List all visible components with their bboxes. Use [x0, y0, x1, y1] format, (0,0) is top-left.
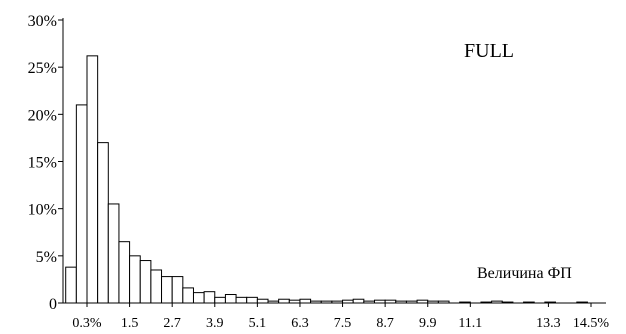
- legend-label: FULL: [464, 40, 514, 62]
- histogram-bar: [246, 296, 258, 304]
- histogram-bar: [235, 296, 248, 304]
- y-tick-label: 15%: [28, 155, 57, 172]
- histogram-bar: [214, 296, 226, 304]
- x-tick-label: 5.1: [249, 316, 267, 331]
- histogram-bar: [161, 276, 173, 304]
- x-tick-label: 7.5: [334, 316, 352, 331]
- histogram-bar: [299, 298, 312, 304]
- x-tick-label: 13.3: [536, 316, 561, 331]
- histogram-bar: [278, 298, 290, 304]
- y-tick-label: 20%: [28, 107, 57, 124]
- x-tick-label: 3.9: [206, 316, 224, 331]
- histogram-bar: [224, 294, 237, 304]
- x-tick-label: 8.7: [376, 316, 394, 331]
- histogram-bar: [171, 276, 184, 304]
- x-tick-label: 0.3%: [72, 316, 102, 331]
- histogram-bar: [65, 266, 77, 304]
- x-tick-label: 2.7: [163, 316, 181, 331]
- y-tick-label: 30%: [28, 13, 57, 30]
- x-tick-label: 6.3: [291, 316, 309, 331]
- y-axis-ticks: 0 5% 10% 15% 20% 25% 30%: [28, 13, 63, 313]
- x-tick-label: 11.1: [458, 316, 482, 331]
- x-tick-label: 14.5%: [573, 316, 610, 331]
- histogram-bar: [182, 287, 194, 304]
- histogram-bar: [150, 269, 163, 304]
- histogram-bar: [139, 260, 152, 304]
- histogram-bar: [203, 291, 216, 304]
- histogram-bar: [107, 203, 120, 304]
- y-tick-label: 0: [49, 296, 57, 313]
- y-tick-label: 10%: [28, 202, 57, 219]
- x-axis-title: Величина ФП: [477, 265, 572, 282]
- y-tick-label: 25%: [28, 60, 57, 77]
- histogram-bar: [129, 255, 141, 304]
- histogram-bars: [65, 55, 588, 304]
- histogram-bar: [75, 104, 88, 304]
- histogram-bar: [192, 292, 205, 304]
- histogram-bar: [118, 241, 131, 304]
- histogram-bar: [256, 298, 269, 304]
- x-tick-label: 9.9: [419, 316, 437, 331]
- x-axis-ticks: 0.3% 1.5 2.7 3.9 5.1 6.3 7.5 8.7 9.9 11.1 13.3 14.5…: [72, 303, 609, 331]
- histogram-bar: [86, 55, 99, 304]
- y-tick-label: 5%: [36, 249, 57, 266]
- x-tick-label: 1.5: [121, 316, 139, 331]
- histogram-bar: [97, 142, 109, 304]
- histogram-bar: [352, 298, 365, 304]
